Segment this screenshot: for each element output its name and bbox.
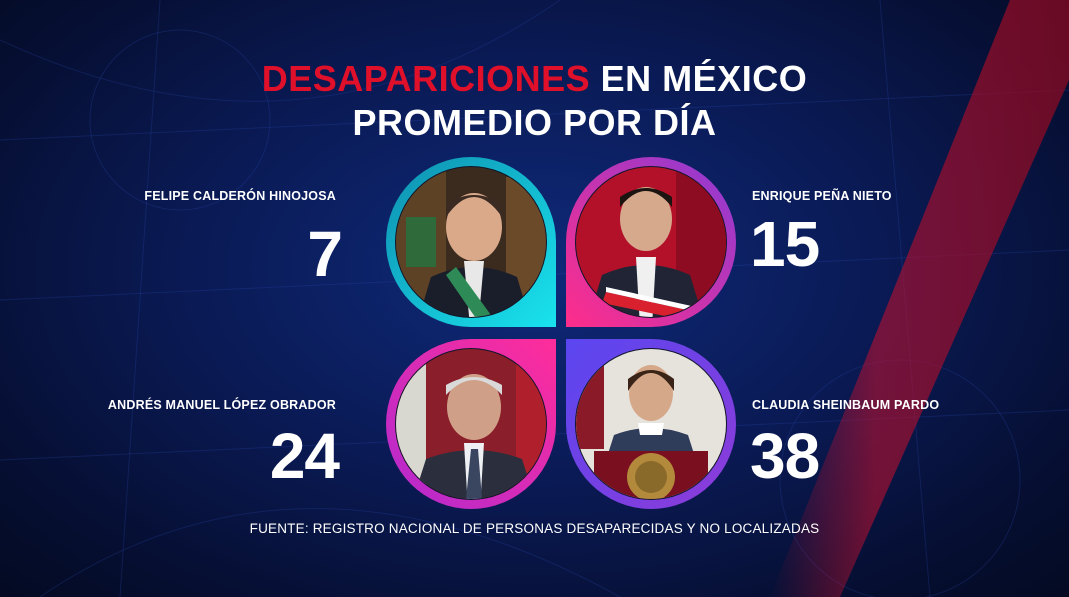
photo-calderon bbox=[386, 157, 556, 327]
president-name-sheinbaum: CLAUDIA SHEINBAUM PARDO bbox=[752, 398, 940, 412]
page-title: DESAPARICIONES EN MÉXICO bbox=[0, 58, 1069, 100]
photo-pena bbox=[566, 157, 736, 327]
president-value-pena: 15 bbox=[750, 208, 820, 280]
photo-amlo bbox=[386, 339, 556, 509]
president-value-calderon: 7 bbox=[307, 218, 343, 290]
president-name-pena: ENRIQUE PEÑA NIETO bbox=[752, 189, 892, 203]
photo-sheinbaum bbox=[566, 339, 736, 509]
president-name-calderon: FELIPE CALDERÓN HINOJOSA bbox=[144, 189, 336, 203]
president-name-amlo: ANDRÉS MANUEL LÓPEZ OBRADOR bbox=[107, 398, 336, 412]
page-subtitle: PROMEDIO POR DÍA bbox=[352, 102, 717, 143]
title-highlight: DESAPARICIONES bbox=[261, 58, 591, 99]
title-rest: EN MÉXICO bbox=[590, 58, 808, 99]
source-caption: FUENTE: REGISTRO NACIONAL DE PERSONAS DE… bbox=[249, 521, 820, 536]
president-value-sheinbaum: 38 bbox=[750, 420, 820, 492]
president-value-amlo: 24 bbox=[269, 420, 340, 492]
